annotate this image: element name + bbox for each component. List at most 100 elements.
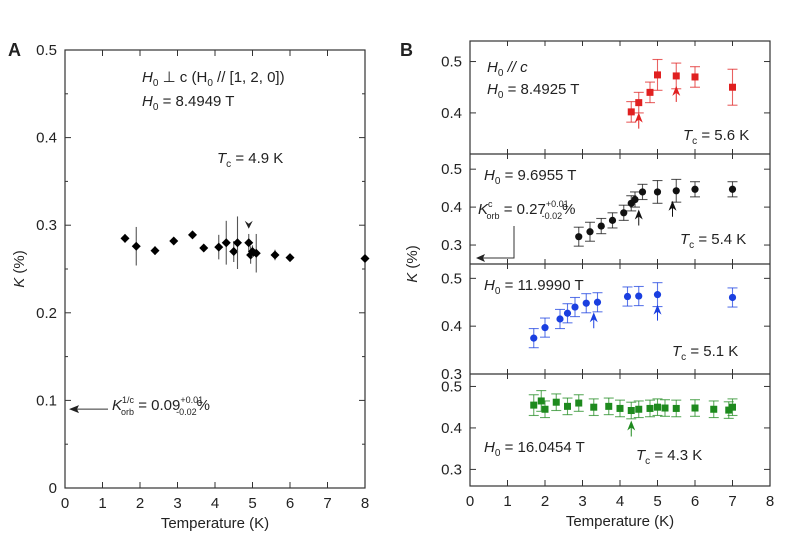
panel-a-chart: 0 1 2 3 4 5 6 7 8 0 0.1 0.2 0.3 0.4 0.5 H0 ⊥ c (H0 //… — [11, 42, 370, 532]
x-tick-label: 0 — [61, 495, 69, 512]
y-tick-label: 0.5 — [441, 161, 462, 178]
data-point — [556, 315, 564, 323]
data-point — [638, 188, 647, 196]
panel-b1-field-label: H0 = 8.4925 T — [487, 81, 579, 101]
panel-b3-field-label: H0 = 11.9990 T — [484, 277, 584, 297]
x-tick-label: 2 — [541, 493, 549, 510]
data-point — [646, 88, 654, 96]
data-point — [120, 233, 130, 243]
data-point — [285, 253, 295, 263]
data-point — [564, 402, 571, 410]
y-tick-label: 0.3 — [441, 237, 462, 254]
data-point — [653, 291, 662, 299]
data-point — [729, 403, 736, 411]
y-tick-label: 0.4 — [441, 420, 462, 437]
data-point — [608, 216, 617, 224]
data-point — [221, 238, 231, 248]
panel-a-tc-label: Tc = 4.9 K — [217, 150, 283, 170]
panel-b-x-axis-title: Temperature (K) — [566, 513, 674, 530]
y-tick-label: 0.5 — [441, 378, 462, 395]
x-tick-label: 1 — [98, 495, 106, 512]
x-tick-label: 1 — [503, 493, 511, 510]
data-point — [623, 292, 632, 301]
data-point — [563, 309, 572, 317]
x-tick-label: 3 — [578, 493, 586, 510]
data-point — [593, 298, 602, 306]
data-point — [233, 238, 242, 248]
y-tick-label: 0.3 — [36, 217, 57, 234]
y-tick-label: 0 — [49, 480, 57, 497]
data-point — [672, 72, 680, 80]
panel-b2-korb-arrow-icon — [476, 254, 485, 262]
data-point — [530, 334, 538, 342]
data-point — [586, 228, 594, 236]
x-tick-label: 7 — [323, 495, 331, 512]
data-point — [571, 303, 579, 311]
data-point — [631, 195, 639, 204]
panel-b-letter: B — [400, 40, 413, 60]
x-tick-label: 4 — [211, 495, 219, 512]
data-point — [251, 248, 261, 258]
data-point — [229, 246, 239, 256]
tc-arrow-icon — [634, 209, 643, 220]
panel-b-tc-arrows — [589, 85, 681, 437]
y-tick-label: 0.3 — [441, 461, 462, 478]
panel-a-korb-arrow-icon — [69, 405, 79, 414]
panel-b3-tc-label: Tc = 5.1 K — [672, 343, 738, 363]
panel-a-tc-arrow-icon — [244, 220, 253, 229]
data-point — [270, 250, 280, 260]
panel-b2-tc-label: Tc = 5.4 K — [680, 231, 746, 251]
y-tick-label: 0.4 — [441, 318, 462, 335]
y-tick-label: 0.4 — [36, 130, 57, 147]
data-point — [541, 324, 549, 332]
data-point — [646, 404, 654, 412]
x-tick-label: 2 — [136, 495, 144, 512]
data-point — [582, 299, 590, 307]
x-tick-label: 5 — [653, 493, 661, 510]
tc-arrow-icon — [589, 312, 598, 323]
tc-arrow-icon — [653, 304, 662, 315]
data-point — [131, 241, 141, 251]
data-point — [728, 185, 737, 193]
tc-arrow-icon — [634, 112, 643, 123]
panel-a-korb-label: K1/c orb = 0.09+0.01 -0.02% — [112, 395, 210, 417]
panel-b-series — [528, 58, 738, 420]
x-tick-label: 3 — [173, 495, 181, 512]
data-point — [627, 407, 635, 415]
x-tick-label: 5 — [248, 495, 256, 512]
panel-b-y-ticks: 0.40.50.30.40.50.30.40.50.30.40.5 — [441, 54, 770, 478]
panel-a-y-axis-title: K (%) — [11, 250, 28, 288]
y-tick-label: 0.3 — [441, 366, 462, 383]
data-point — [541, 405, 549, 413]
panel-a-y-ticks: 0 0.1 0.2 0.3 0.4 0.5 — [36, 42, 365, 497]
data-point — [661, 404, 669, 412]
y-tick-label: 0.5 — [36, 42, 57, 59]
panel-a-orientation-label: H0 ⊥ c (H0 // [1, 2, 0]) — [142, 69, 285, 89]
data-point — [597, 222, 605, 230]
data-point — [691, 73, 699, 81]
data-point — [360, 253, 370, 263]
y-tick-label: 0.4 — [441, 105, 462, 122]
data-point — [654, 403, 661, 411]
x-tick-label: 6 — [286, 495, 294, 512]
data-point — [635, 99, 643, 107]
data-point — [188, 230, 197, 240]
x-tick-label: 0 — [466, 493, 474, 510]
panel-b4-tc-label: Tc = 4.3 K — [636, 447, 702, 467]
y-tick-label: 0.2 — [36, 305, 57, 322]
panel-b2-korb-arrow-line — [482, 226, 515, 259]
data-point — [214, 242, 224, 252]
panel-b1-tc-label: Tc = 5.6 K — [683, 127, 749, 147]
x-tick-label: 6 — [691, 493, 699, 510]
data-point — [654, 71, 661, 79]
data-point — [729, 83, 736, 91]
panel-a-series — [120, 216, 370, 273]
tc-arrow-icon — [668, 200, 677, 211]
data-point — [605, 402, 613, 410]
panel-b4-field-label: H0 = 16.0454 T — [484, 439, 585, 459]
data-point — [691, 404, 699, 412]
data-point — [620, 209, 628, 217]
panel-b-x-ticks: 0 1 2 3 4 5 6 7 8 — [466, 41, 774, 510]
data-point — [672, 187, 680, 195]
